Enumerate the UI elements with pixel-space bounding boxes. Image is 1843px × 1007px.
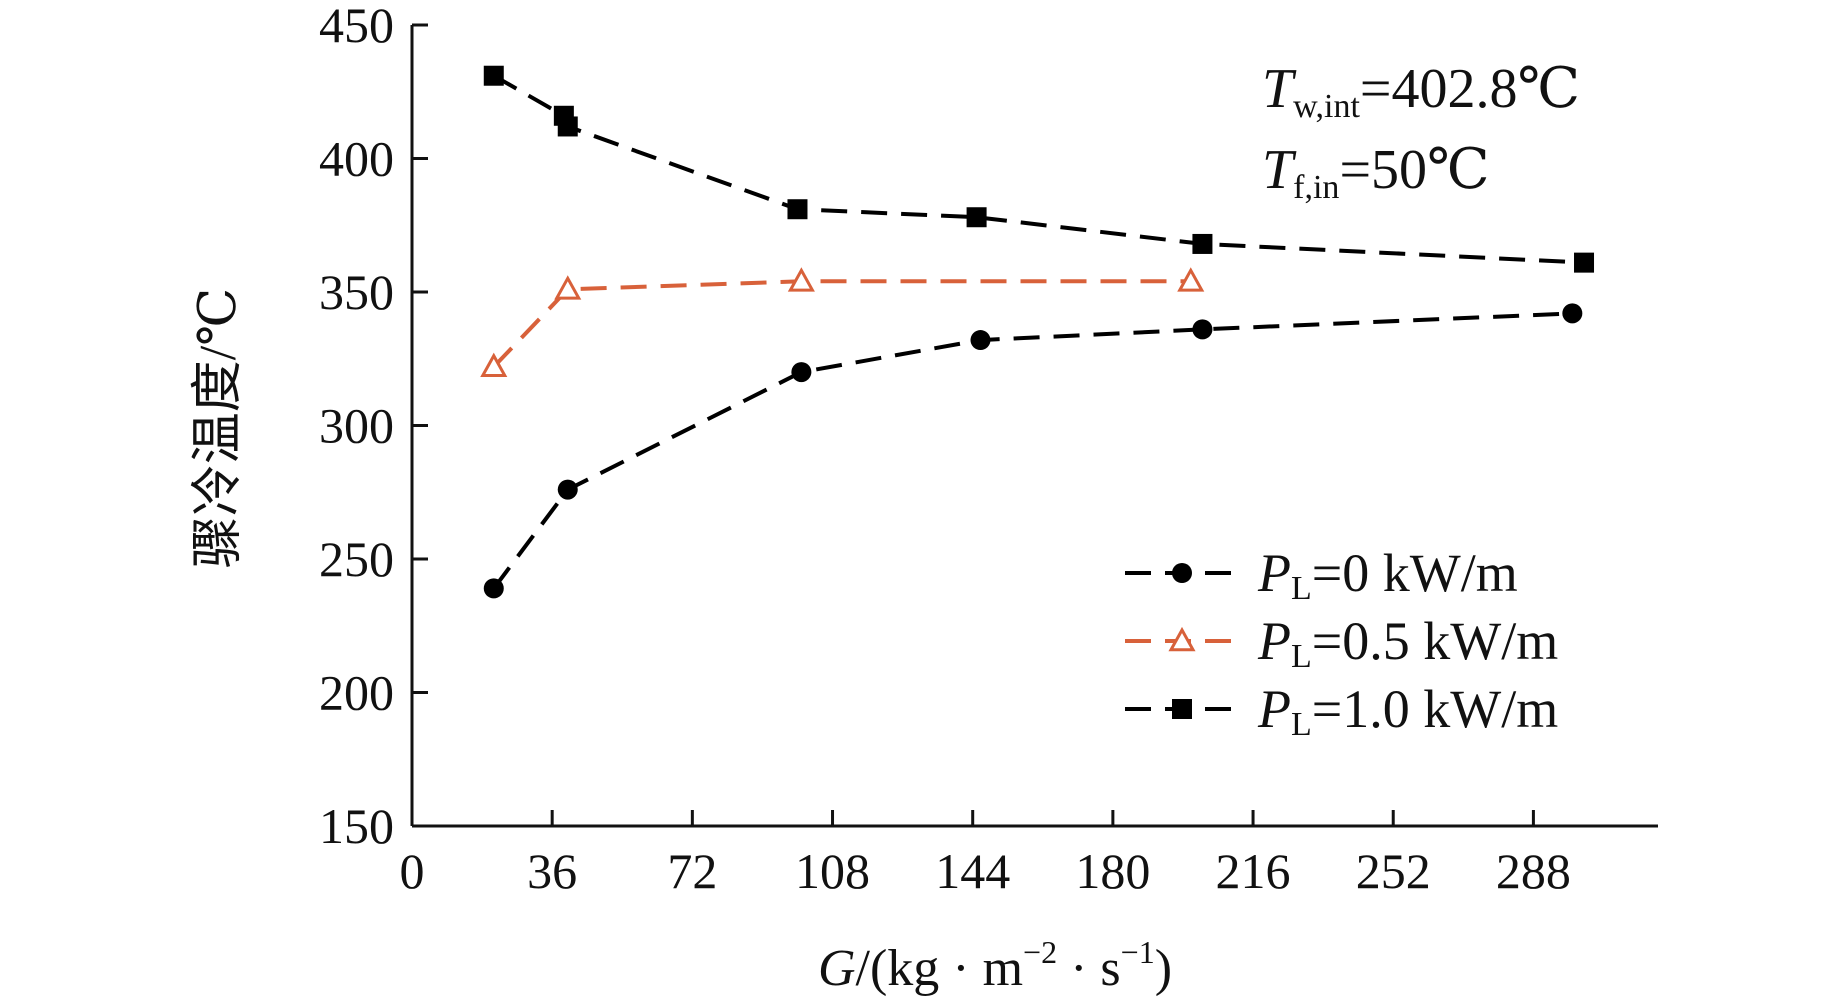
data-point xyxy=(1177,267,1205,292)
x-tick-label: 72 xyxy=(667,843,717,899)
legend-label: PL=0 kW/m xyxy=(1257,543,1518,607)
data-point xyxy=(791,362,812,383)
y-tick-label: 200 xyxy=(319,665,394,721)
annotation-text: Tf,in=50℃ xyxy=(1262,139,1490,206)
annotation-text: Tw,int=402.8℃ xyxy=(1262,58,1580,125)
data-point xyxy=(1172,563,1192,583)
data-point xyxy=(1192,319,1213,340)
x-tick-label: 144 xyxy=(935,843,1010,899)
data-point xyxy=(483,65,504,86)
data-point xyxy=(554,275,582,300)
series-3 xyxy=(483,65,1595,273)
y-tick-label: 300 xyxy=(319,398,394,454)
legend-entry: PL=0 kW/m xyxy=(1125,543,1518,607)
data-point xyxy=(787,199,808,220)
x-tick-label: 216 xyxy=(1216,843,1291,899)
legend-entry: PL=1.0 kW/m xyxy=(1125,679,1558,743)
x-tick-label: 252 xyxy=(1356,843,1431,899)
data-point xyxy=(787,267,815,292)
data-point xyxy=(483,578,504,599)
x-tick-label: 36 xyxy=(527,843,577,899)
y-tick-label: 250 xyxy=(319,531,394,587)
data-point xyxy=(557,479,578,500)
series-1 xyxy=(483,303,1583,599)
data-point xyxy=(970,330,991,351)
data-point xyxy=(557,116,578,137)
x-axis-title: G/(kg · m−2 · s−1) xyxy=(818,934,1172,997)
series-line xyxy=(492,279,1191,369)
series-2 xyxy=(480,267,1205,378)
data-point xyxy=(1168,626,1196,652)
annotations: Tw,int=402.8℃ Tf,in=50℃ xyxy=(1262,58,1580,206)
legend: PL=0 kW/mPL=0.5 kW/mPL=1.0 kW/m xyxy=(1125,543,1558,743)
y-tick-label: 150 xyxy=(319,798,394,854)
series-line xyxy=(492,311,1573,590)
legend-entry: PL=0.5 kW/m xyxy=(1125,611,1558,675)
x-tick-label: 0 xyxy=(400,843,425,899)
data-point xyxy=(1172,699,1192,719)
x-tick-label: 108 xyxy=(795,843,870,899)
y-tick-label: 350 xyxy=(319,264,394,320)
y-axis-title: 骤冷温度/℃ xyxy=(190,288,247,569)
series-layer xyxy=(480,65,1595,599)
data-point xyxy=(480,352,508,378)
legend-label: PL=1.0 kW/m xyxy=(1257,679,1558,743)
data-point xyxy=(1574,252,1595,273)
data-point xyxy=(1562,303,1583,324)
axes: 150 200 250 300 350 400 450 0 36 72 108 144 180 216 25… xyxy=(319,0,1658,899)
y-tick-label: 450 xyxy=(319,0,394,53)
x-tick-label: 288 xyxy=(1496,843,1571,899)
y-tick-label: 400 xyxy=(319,131,394,187)
data-point xyxy=(1192,233,1213,254)
legend-label: PL=0.5 kW/m xyxy=(1257,611,1558,675)
x-tick-label: 180 xyxy=(1075,843,1150,899)
data-point xyxy=(966,207,987,228)
